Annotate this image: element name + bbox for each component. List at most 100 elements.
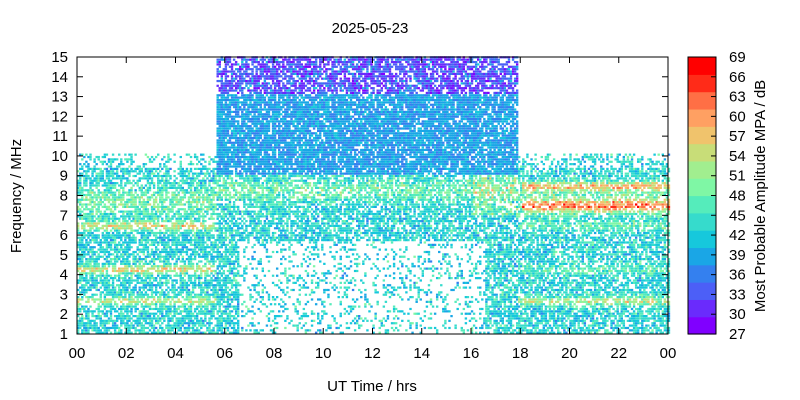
heatmap-cell [167,212,170,216]
heatmap-cell [175,307,178,311]
heatmap-cell [200,203,203,206]
heatmap-cell [193,193,197,197]
heatmap-cell [214,167,217,170]
heatmap-cell [222,208,226,211]
heatmap-cell [146,305,150,308]
heatmap-cell [251,324,254,327]
heatmap-cell [103,203,107,206]
heatmap-cell [251,189,254,192]
heatmap-cell [124,234,127,237]
heatmap-cell [81,215,84,218]
heatmap-cell [111,231,115,235]
heatmap-cell [210,179,213,182]
heatmap-cell [224,248,228,251]
heatmap-cell [146,250,150,254]
heatmap-cell [144,284,148,287]
heatmap-cell [146,281,150,284]
heatmap-cell [111,281,115,284]
heatmap-cell [228,136,232,140]
heatmap-cell [206,267,209,270]
heatmap-cell [177,186,180,189]
heatmap-cell [212,203,215,206]
heatmap-cell [157,296,160,299]
heatmap-cell [109,170,113,173]
heatmap-cell [189,208,193,211]
heatmap-cell [140,267,143,270]
heatmap-cell [251,210,254,213]
heatmap-cell [128,243,131,246]
heatmap-cell [220,113,223,116]
heatmap-cell [222,182,226,185]
heatmap-cell [212,326,215,330]
heatmap-cell [234,260,238,263]
heatmap-cell [154,317,158,320]
heatmap-cell [245,98,248,102]
heatmap-cell [179,184,182,187]
heatmap-cell [120,288,123,292]
heatmap-cell [111,212,115,216]
heatmap-cell [224,79,228,83]
heatmap-cell [81,322,84,325]
heatmap-cell [173,222,176,225]
heatmap-cell [101,196,105,199]
heatmap-cell [232,189,236,192]
heatmap-cell [226,198,230,201]
heatmap-cell [208,229,211,232]
heatmap-cell [253,151,256,154]
heatmap-cell [79,319,82,322]
heatmap-cell [124,236,127,239]
heatmap-cell [187,255,191,258]
heatmap-cell [132,286,135,289]
heatmap-cell [241,165,244,168]
heatmap-cell [222,58,226,61]
heatmap-cell [138,296,141,299]
heatmap-cell [87,324,90,327]
heatmap-cell [138,260,141,263]
heatmap-cell [204,305,207,308]
heatmap-cell [222,129,226,133]
heatmap-cell [99,322,102,325]
heatmap-cell [159,331,162,334]
heatmap-cell [183,239,187,242]
heatmap-cell [189,163,193,166]
heatmap-cell [245,110,248,114]
heatmap-cell [247,239,250,242]
heatmap-cell [91,220,94,223]
heatmap-cell [81,260,84,263]
heatmap-cell [120,201,123,204]
heatmap-cell [77,300,80,303]
heatmap-cell [95,288,98,292]
heatmap-cell [101,272,105,275]
heatmap-cell [105,189,109,192]
heatmap-cell [79,279,82,282]
heatmap-cell [89,203,92,206]
heatmap-cell [208,172,211,175]
heatmap-cell [243,132,246,135]
heatmap-cell [173,231,176,235]
heatmap-cell [183,310,187,313]
heatmap-cell [107,201,111,204]
heatmap-cell [230,153,234,156]
heatmap-cell [212,312,215,315]
heatmap-cell [220,101,223,104]
heatmap-cell [126,305,129,308]
heatmap-cell [91,312,94,315]
heatmap-cell [83,222,86,225]
heatmap-cell [157,319,160,322]
heatmap-cell [226,172,230,175]
heatmap-cell [222,212,226,216]
heatmap-cell [77,310,80,313]
heatmap-cell [97,229,100,232]
heatmap-cell [218,258,221,261]
heatmap-cell [230,129,234,133]
heatmap-cell [171,227,174,230]
heatmap-cell [234,75,238,78]
heatmap-cell [241,274,244,277]
heatmap-cell [85,300,88,303]
heatmap-cell [200,231,203,235]
heatmap-cell [154,205,158,208]
heatmap-cell [165,236,168,239]
heatmap-cell [81,315,84,318]
heatmap-cell [193,307,197,311]
heatmap-cell [77,331,80,334]
